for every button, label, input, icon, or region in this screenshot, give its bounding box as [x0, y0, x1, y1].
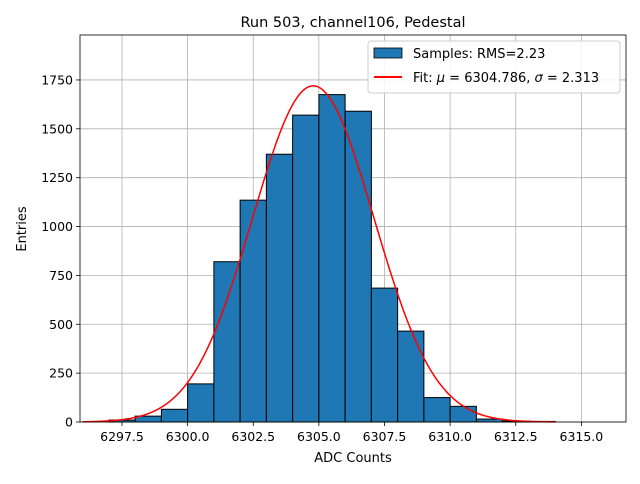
histogram-bars	[108, 94, 556, 423]
histogram-bar	[318, 94, 346, 423]
y-tick-label: 1250	[41, 170, 73, 185]
histogram-bar	[292, 114, 320, 423]
x-tick-label: 6310.0	[428, 429, 472, 444]
y-axis-label: Entries	[15, 206, 30, 252]
x-axis-label: ADC Counts	[314, 451, 392, 466]
plot-frame	[79, 34, 627, 423]
chart-title: Run 503, channel106, Pedestal	[240, 15, 465, 31]
histogram-bar	[397, 330, 425, 423]
x-tick-label: 6302.5	[231, 429, 275, 444]
x-axis-ticks: 6297.5 6300.0 6302.5 6305.0 6307.5 6310.0 6312…	[100, 422, 603, 444]
histogram-bar	[187, 383, 215, 423]
legend: Samples: RMS=2.23 Fit: μ = 6304.786, σ =…	[367, 40, 621, 94]
y-tick-label: 750	[49, 268, 73, 283]
legend-fit-text-1: Fit:	[413, 71, 437, 86]
x-tick-label: 6297.5	[100, 429, 144, 444]
legend-fit-text-2: = 6304.786,	[445, 71, 534, 86]
y-tick-label: 1500	[41, 121, 73, 136]
histogram-bar	[239, 199, 267, 423]
y-axis-ticks: 0 250 500 750 1000 1250 1500 1750	[41, 72, 80, 430]
y-tick-label: 1750	[41, 72, 73, 87]
y-tick-label: 1000	[41, 219, 73, 234]
y-tick-label: 0	[65, 415, 73, 430]
fit-curve	[82, 85, 556, 423]
histogram-bar	[160, 408, 189, 423]
legend-histogram-label: Samples: RMS=2.23	[413, 47, 545, 62]
x-tick-label: 6312.5	[494, 429, 538, 444]
legend-histogram-swatch	[373, 47, 403, 59]
legend-fit-label: Fit: μ = 6304.786, σ = 2.313	[413, 71, 599, 86]
y-tick-label: 500	[49, 317, 73, 332]
histogram-bar	[423, 397, 451, 423]
histogram-bar	[344, 110, 372, 423]
x-tick-label: 6307.5	[363, 429, 407, 444]
histogram-bar	[213, 261, 241, 423]
x-tick-label: 6300.0	[166, 429, 210, 444]
histogram-bar	[265, 153, 294, 423]
legend-fit-text-3: = 2.313	[543, 71, 599, 86]
histogram-bar	[449, 405, 477, 423]
legend-fit-sigma-symbol: σ	[535, 71, 544, 86]
legend-fit-mu-symbol: μ	[436, 71, 445, 86]
histogram-bar	[370, 287, 399, 423]
x-tick-label: 6305.0	[297, 429, 341, 444]
legend-box	[367, 40, 621, 94]
y-tick-label: 250	[49, 366, 73, 381]
x-tick-label: 6315.0	[560, 429, 604, 444]
